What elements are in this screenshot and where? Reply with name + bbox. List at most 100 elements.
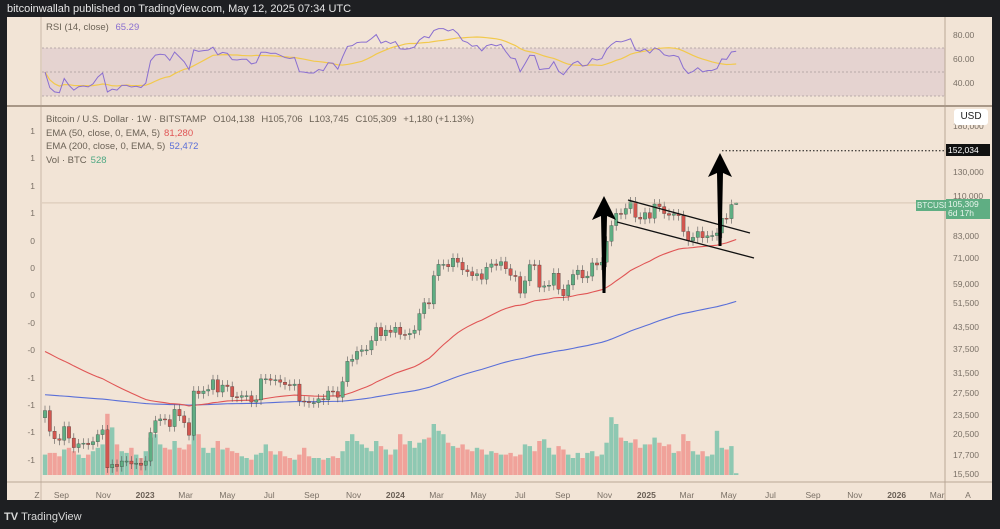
volume-bar bbox=[676, 451, 681, 475]
time-axis-label: Mar bbox=[679, 490, 695, 500]
volume-bar bbox=[66, 447, 72, 475]
ema50-legend[interactable]: EMA (50, close, 0, EMA, 5) 81,280 bbox=[46, 127, 478, 141]
candle-body bbox=[335, 391, 340, 398]
candle-body bbox=[460, 262, 465, 271]
candle-body bbox=[139, 462, 143, 466]
volume-bar bbox=[177, 447, 182, 475]
candle bbox=[383, 325, 388, 341]
candle-body bbox=[110, 464, 115, 468]
auto-scale-button[interactable]: A bbox=[965, 490, 971, 500]
volume-bar bbox=[729, 446, 734, 475]
candle-body bbox=[484, 267, 489, 280]
left-axis-label: 0 bbox=[30, 263, 35, 273]
candle bbox=[671, 208, 676, 221]
candle-body bbox=[542, 285, 547, 288]
candle-body bbox=[633, 201, 638, 218]
candle-body bbox=[446, 264, 451, 267]
candle bbox=[350, 354, 355, 367]
candle-body bbox=[91, 441, 95, 445]
candle-body bbox=[81, 442, 86, 445]
candle bbox=[297, 379, 302, 407]
candle-body bbox=[163, 418, 167, 421]
volume-bar bbox=[508, 452, 513, 475]
candle-body bbox=[575, 269, 580, 275]
candle bbox=[619, 208, 623, 220]
currency-button[interactable]: USD bbox=[954, 109, 988, 125]
ema200-line bbox=[44, 300, 737, 406]
candle-body bbox=[479, 273, 484, 280]
candle bbox=[187, 417, 191, 441]
symbol-legend[interactable]: Bitcoin / U.S. Dollar · 1W · BITSTAMP O1… bbox=[46, 113, 478, 127]
candle bbox=[115, 459, 119, 472]
volume-bar bbox=[254, 454, 259, 475]
volume-bar bbox=[537, 441, 542, 475]
candle bbox=[479, 268, 484, 285]
time-axis-label: Sep bbox=[805, 490, 821, 500]
candle bbox=[561, 284, 566, 301]
candle bbox=[503, 256, 508, 274]
candle-body bbox=[115, 464, 119, 467]
volume-bars bbox=[42, 407, 739, 475]
candle-body bbox=[119, 460, 124, 467]
candle-body bbox=[235, 396, 239, 398]
price-axis-label: 83,000 bbox=[953, 230, 979, 241]
left-axis-label: -0 bbox=[27, 345, 35, 356]
volume-legend[interactable]: Vol · BTC 528 bbox=[46, 154, 478, 168]
volume-bar bbox=[239, 456, 244, 475]
time-axis-label: Jul bbox=[514, 490, 526, 500]
ema200-legend[interactable]: EMA (200, close, 0, EMA, 5) 52,472 bbox=[46, 140, 478, 154]
left-axis-button[interactable]: Z bbox=[34, 490, 40, 500]
volume-bar bbox=[575, 452, 580, 475]
volume-bar bbox=[407, 441, 412, 475]
candle-body bbox=[211, 379, 215, 390]
candle bbox=[191, 386, 196, 441]
candle-body bbox=[311, 402, 316, 404]
rsi-line bbox=[44, 28, 737, 94]
candle bbox=[724, 213, 729, 224]
price-axis-label: 110,000 bbox=[953, 190, 984, 201]
tradingview-logo[interactable]: TV TradingView bbox=[4, 511, 82, 523]
candle-body bbox=[95, 434, 100, 442]
bar-countdown: 6d 17h bbox=[948, 208, 974, 218]
candle-body bbox=[513, 275, 518, 277]
candle-body bbox=[355, 351, 359, 360]
volume-bar bbox=[292, 459, 297, 475]
candle-body bbox=[388, 329, 393, 333]
candle-body bbox=[47, 410, 52, 432]
time-axis-label: 2025 bbox=[636, 490, 656, 500]
candle-body bbox=[244, 395, 249, 397]
candle-body bbox=[470, 271, 475, 276]
volume-bar bbox=[398, 434, 403, 475]
candle-body bbox=[407, 333, 412, 335]
volume-bar bbox=[201, 447, 206, 475]
rsi-ma-line bbox=[44, 36, 737, 87]
volume-bar bbox=[162, 447, 168, 475]
candle bbox=[268, 373, 273, 386]
candle-body bbox=[100, 429, 105, 435]
candle bbox=[455, 253, 460, 268]
candle-body bbox=[292, 383, 297, 386]
volume-bar bbox=[268, 451, 273, 475]
ohlc-low: L103,745 bbox=[309, 114, 349, 125]
time-axis-label: Sep bbox=[555, 490, 571, 500]
candle-body bbox=[52, 431, 57, 439]
volume-label: Vol · BTC bbox=[46, 154, 87, 166]
candle-body bbox=[724, 217, 729, 220]
candle bbox=[359, 345, 364, 357]
volume-bar bbox=[599, 454, 604, 475]
candle bbox=[393, 322, 398, 338]
candle-body bbox=[307, 401, 311, 403]
candle-body bbox=[62, 426, 67, 441]
time-axis-label: Nov bbox=[346, 490, 362, 500]
candle bbox=[331, 386, 335, 397]
candle-body bbox=[427, 302, 431, 305]
candle bbox=[566, 280, 571, 301]
volume-bar bbox=[652, 437, 657, 475]
candle bbox=[196, 386, 201, 399]
candle-body bbox=[57, 438, 62, 441]
candles bbox=[43, 196, 739, 473]
volume-bar bbox=[441, 434, 446, 475]
candle bbox=[316, 393, 321, 408]
ema50-value: 81,280 bbox=[164, 127, 194, 139]
